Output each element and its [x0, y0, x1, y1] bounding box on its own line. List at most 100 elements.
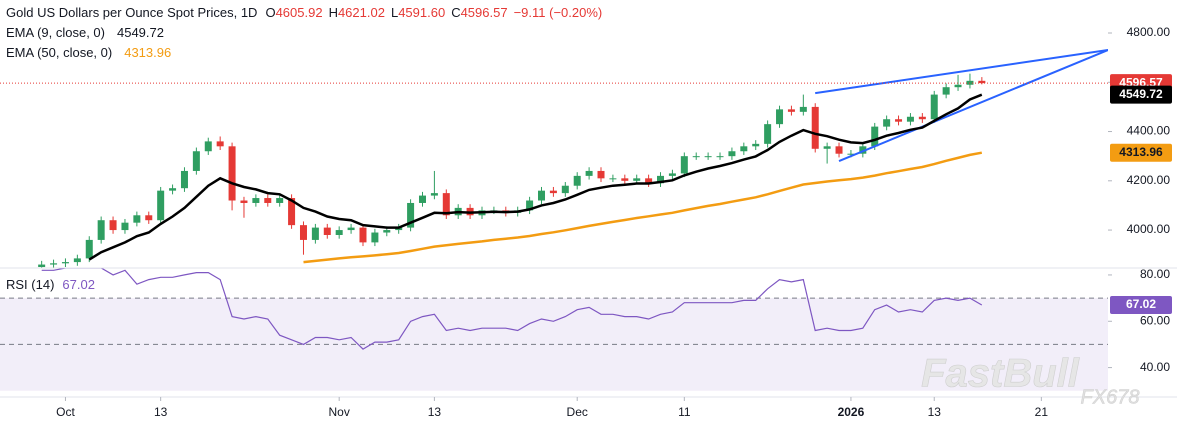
- x-tick-label: 2026: [838, 405, 865, 419]
- rsi-panel: [0, 268, 1108, 391]
- candle-body: [859, 146, 867, 154]
- ohlc-value: 4596.57: [461, 5, 508, 20]
- candle-body: [371, 232, 379, 243]
- candle-body: [133, 215, 141, 223]
- y-tick-label: 4000.00: [1127, 222, 1171, 236]
- value-badge: [1110, 85, 1172, 104]
- candle-body: [228, 146, 236, 201]
- candle-body: [585, 170, 593, 176]
- candle-body: [799, 106, 807, 112]
- x-tick-label: Dec: [567, 405, 588, 419]
- candle-body: [704, 156, 712, 158]
- candle-body: [276, 198, 284, 203]
- candle-body: [549, 190, 557, 194]
- ohlc-key: L: [391, 5, 398, 20]
- candle-body: [954, 84, 962, 88]
- ema-line: [88, 93, 983, 261]
- candle-body: [407, 202, 415, 228]
- candle-body: [61, 262, 69, 264]
- candle-body: [597, 170, 605, 179]
- candle-body: [883, 119, 891, 127]
- y-tick-label: 4200.00: [1127, 173, 1171, 187]
- candle-body: [73, 258, 81, 263]
- rsi-line: [41, 268, 983, 350]
- ohlc-value: 4621.02: [338, 5, 385, 20]
- candle-body: [942, 87, 950, 95]
- y-tick-label: 4800.00: [1127, 25, 1171, 39]
- y-tick-label: 40.00: [1140, 360, 1170, 374]
- value-badge-label: 4313.96: [1119, 145, 1163, 159]
- watermark-sub: FX678: [1081, 386, 1140, 408]
- candle-body: [657, 175, 665, 184]
- trendline: [815, 49, 1108, 95]
- candle-body: [299, 225, 307, 240]
- candle-body: [216, 141, 224, 147]
- candle-body: [835, 146, 843, 154]
- candle-body: [335, 230, 343, 235]
- x-tick-label: 21: [1035, 405, 1049, 419]
- trendline: [838, 49, 1108, 163]
- overlay: 4000.004200.004400.004600.004800.0040.00…: [6, 5, 1172, 419]
- candle-body: [930, 94, 938, 120]
- candle-body: [692, 156, 700, 158]
- y-tick-label: 4400.00: [1127, 124, 1171, 138]
- candle-body: [347, 227, 355, 231]
- candle-body: [85, 239, 93, 259]
- candle-body: [264, 198, 272, 203]
- candle-body: [288, 198, 296, 226]
- candle-body: [50, 263, 58, 265]
- candle-body: [906, 116, 914, 122]
- candle-body: [645, 178, 653, 184]
- candle-body: [847, 153, 855, 155]
- candle-body: [204, 141, 212, 152]
- legend-entry: EMA (50, close, 0) 4313.96: [6, 45, 171, 60]
- candle-body: [192, 151, 200, 171]
- price-change: −9.11 (−0.20%): [514, 5, 603, 20]
- candle-body: [323, 227, 331, 235]
- candle-body: [109, 220, 117, 231]
- candle-body: [823, 146, 831, 149]
- x-tick-label: 13: [428, 405, 442, 419]
- candle-body: [764, 124, 772, 144]
- chart-title: Gold US Dollars per Ounce Spot Prices, 1…: [6, 5, 257, 20]
- ohlc-key: O: [265, 5, 275, 20]
- legend-value: 4313.96: [124, 45, 171, 60]
- candle-body: [740, 146, 748, 152]
- candle-body: [383, 230, 391, 233]
- legend-entry: EMA (9, close, 0) 4549.72: [6, 25, 164, 40]
- candle-body: [787, 109, 795, 112]
- legend-title: Gold US Dollars per Ounce Spot Prices, 1…: [6, 5, 602, 20]
- candle-body: [311, 227, 319, 240]
- candle-body: [561, 185, 569, 194]
- candle-body: [252, 198, 260, 203]
- candle-body: [240, 200, 248, 203]
- ohlc-value: 4605.92: [276, 5, 323, 20]
- y-tick-label: 80.00: [1140, 267, 1170, 281]
- ema-line: [303, 151, 983, 264]
- candle-body: [442, 193, 450, 216]
- legend-entry: RSI (14) 67.02: [6, 277, 95, 292]
- legend-name: RSI (14): [6, 277, 54, 292]
- legend-name: EMA (50, close, 0): [6, 45, 112, 60]
- candle-body: [978, 80, 986, 84]
- candle-body: [633, 178, 641, 181]
- candle-body: [609, 178, 617, 180]
- candle-body: [418, 195, 426, 203]
- price-panel: [0, 49, 1108, 268]
- legend-name: EMA (9, close, 0): [6, 25, 105, 40]
- candle-body: [121, 222, 129, 231]
- candle-body: [716, 156, 724, 158]
- ohlc-key: H: [329, 5, 338, 20]
- candle-body: [359, 227, 367, 243]
- candle-body: [728, 151, 736, 157]
- candle-body: [680, 156, 688, 174]
- watermark: FastBull: [921, 352, 1080, 396]
- candle-body: [430, 193, 438, 196]
- candle-body: [752, 143, 760, 147]
- candle-body: [38, 264, 46, 268]
- y-tick-label: 60.00: [1140, 313, 1170, 327]
- candle-body: [811, 106, 819, 149]
- candle-body: [157, 190, 165, 221]
